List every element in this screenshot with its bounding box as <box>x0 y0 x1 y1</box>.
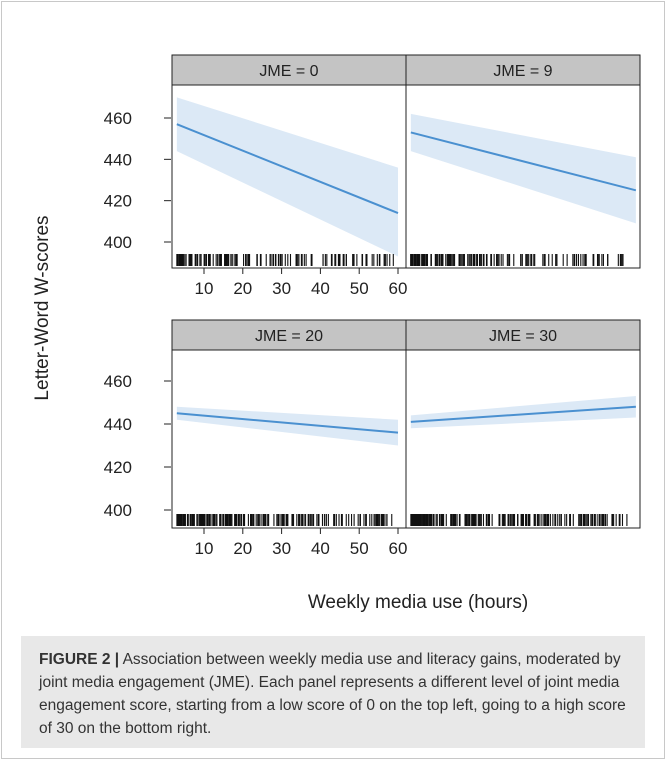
x-tick-label: 50 <box>350 539 369 558</box>
x-tick-label: 60 <box>389 539 408 558</box>
x-tick-label: 30 <box>272 539 291 558</box>
caption-label: FIGURE 2 | <box>39 651 120 668</box>
x-tick-label: 50 <box>350 279 369 298</box>
panel-strip <box>171 319 407 351</box>
caption-text: Association between weekly media use and… <box>39 651 626 737</box>
regression-line <box>176 123 399 214</box>
y-tick-label: 460 <box>104 372 132 391</box>
panel-strip <box>171 54 407 86</box>
x-axis-label: Weekly media use (hours) <box>308 592 528 613</box>
y-tick-label: 420 <box>104 192 132 211</box>
panel-strip-label: JME = 30 <box>489 328 557 345</box>
figure-caption: FIGURE 2 | Association between weekly me… <box>21 636 645 748</box>
panel-contents <box>176 406 399 526</box>
confidence-band <box>410 396 636 429</box>
panel-3: JME = 20 400 420 440 460 10 20 30 40 50 60 <box>104 319 408 558</box>
panel-contents <box>410 113 637 266</box>
x-tick-label: 20 <box>233 279 252 298</box>
panel-1: JME = 0 400 420 440 460 10 20 30 40 50 60 <box>104 54 408 298</box>
y-axis-label: Letter-Word W-scores <box>32 215 53 400</box>
y-tick-label: 400 <box>104 501 132 520</box>
panel-contents <box>410 396 636 526</box>
x-tick-label: 20 <box>233 539 252 558</box>
x-tick-label: 10 <box>195 279 214 298</box>
panel-strip-label: JME = 0 <box>259 63 318 80</box>
panel-strip <box>405 319 641 351</box>
panel-2: JME = 9 <box>405 54 641 269</box>
regression-line <box>176 412 399 434</box>
confidence-band <box>176 97 398 257</box>
x-tick-label: 40 <box>311 279 330 298</box>
x-tick-label: 10 <box>195 539 214 558</box>
panel-contents <box>176 97 399 266</box>
y-tick-label: 400 <box>104 233 132 252</box>
faceted-line-chart: Letter-Word W-scores Weekly media use (h… <box>32 54 641 613</box>
confidence-band <box>176 406 398 446</box>
y-tick-label: 460 <box>104 109 132 128</box>
x-tick-label: 40 <box>311 539 330 558</box>
y-tick-label: 440 <box>104 415 132 434</box>
panel-strip-label: JME = 20 <box>255 328 323 345</box>
x-tick-label: 30 <box>272 279 291 298</box>
y-tick-label: 420 <box>104 458 132 477</box>
regression-line <box>410 131 637 192</box>
x-tick-label: 60 <box>389 279 408 298</box>
y-tick-label: 440 <box>104 150 132 169</box>
panel-strip <box>405 54 641 86</box>
confidence-band <box>410 113 636 224</box>
panel-4: JME = 30 <box>405 319 641 529</box>
regression-line <box>410 405 636 423</box>
panel-plot-area <box>405 349 641 529</box>
panel-strip-label: JME = 9 <box>493 63 552 80</box>
